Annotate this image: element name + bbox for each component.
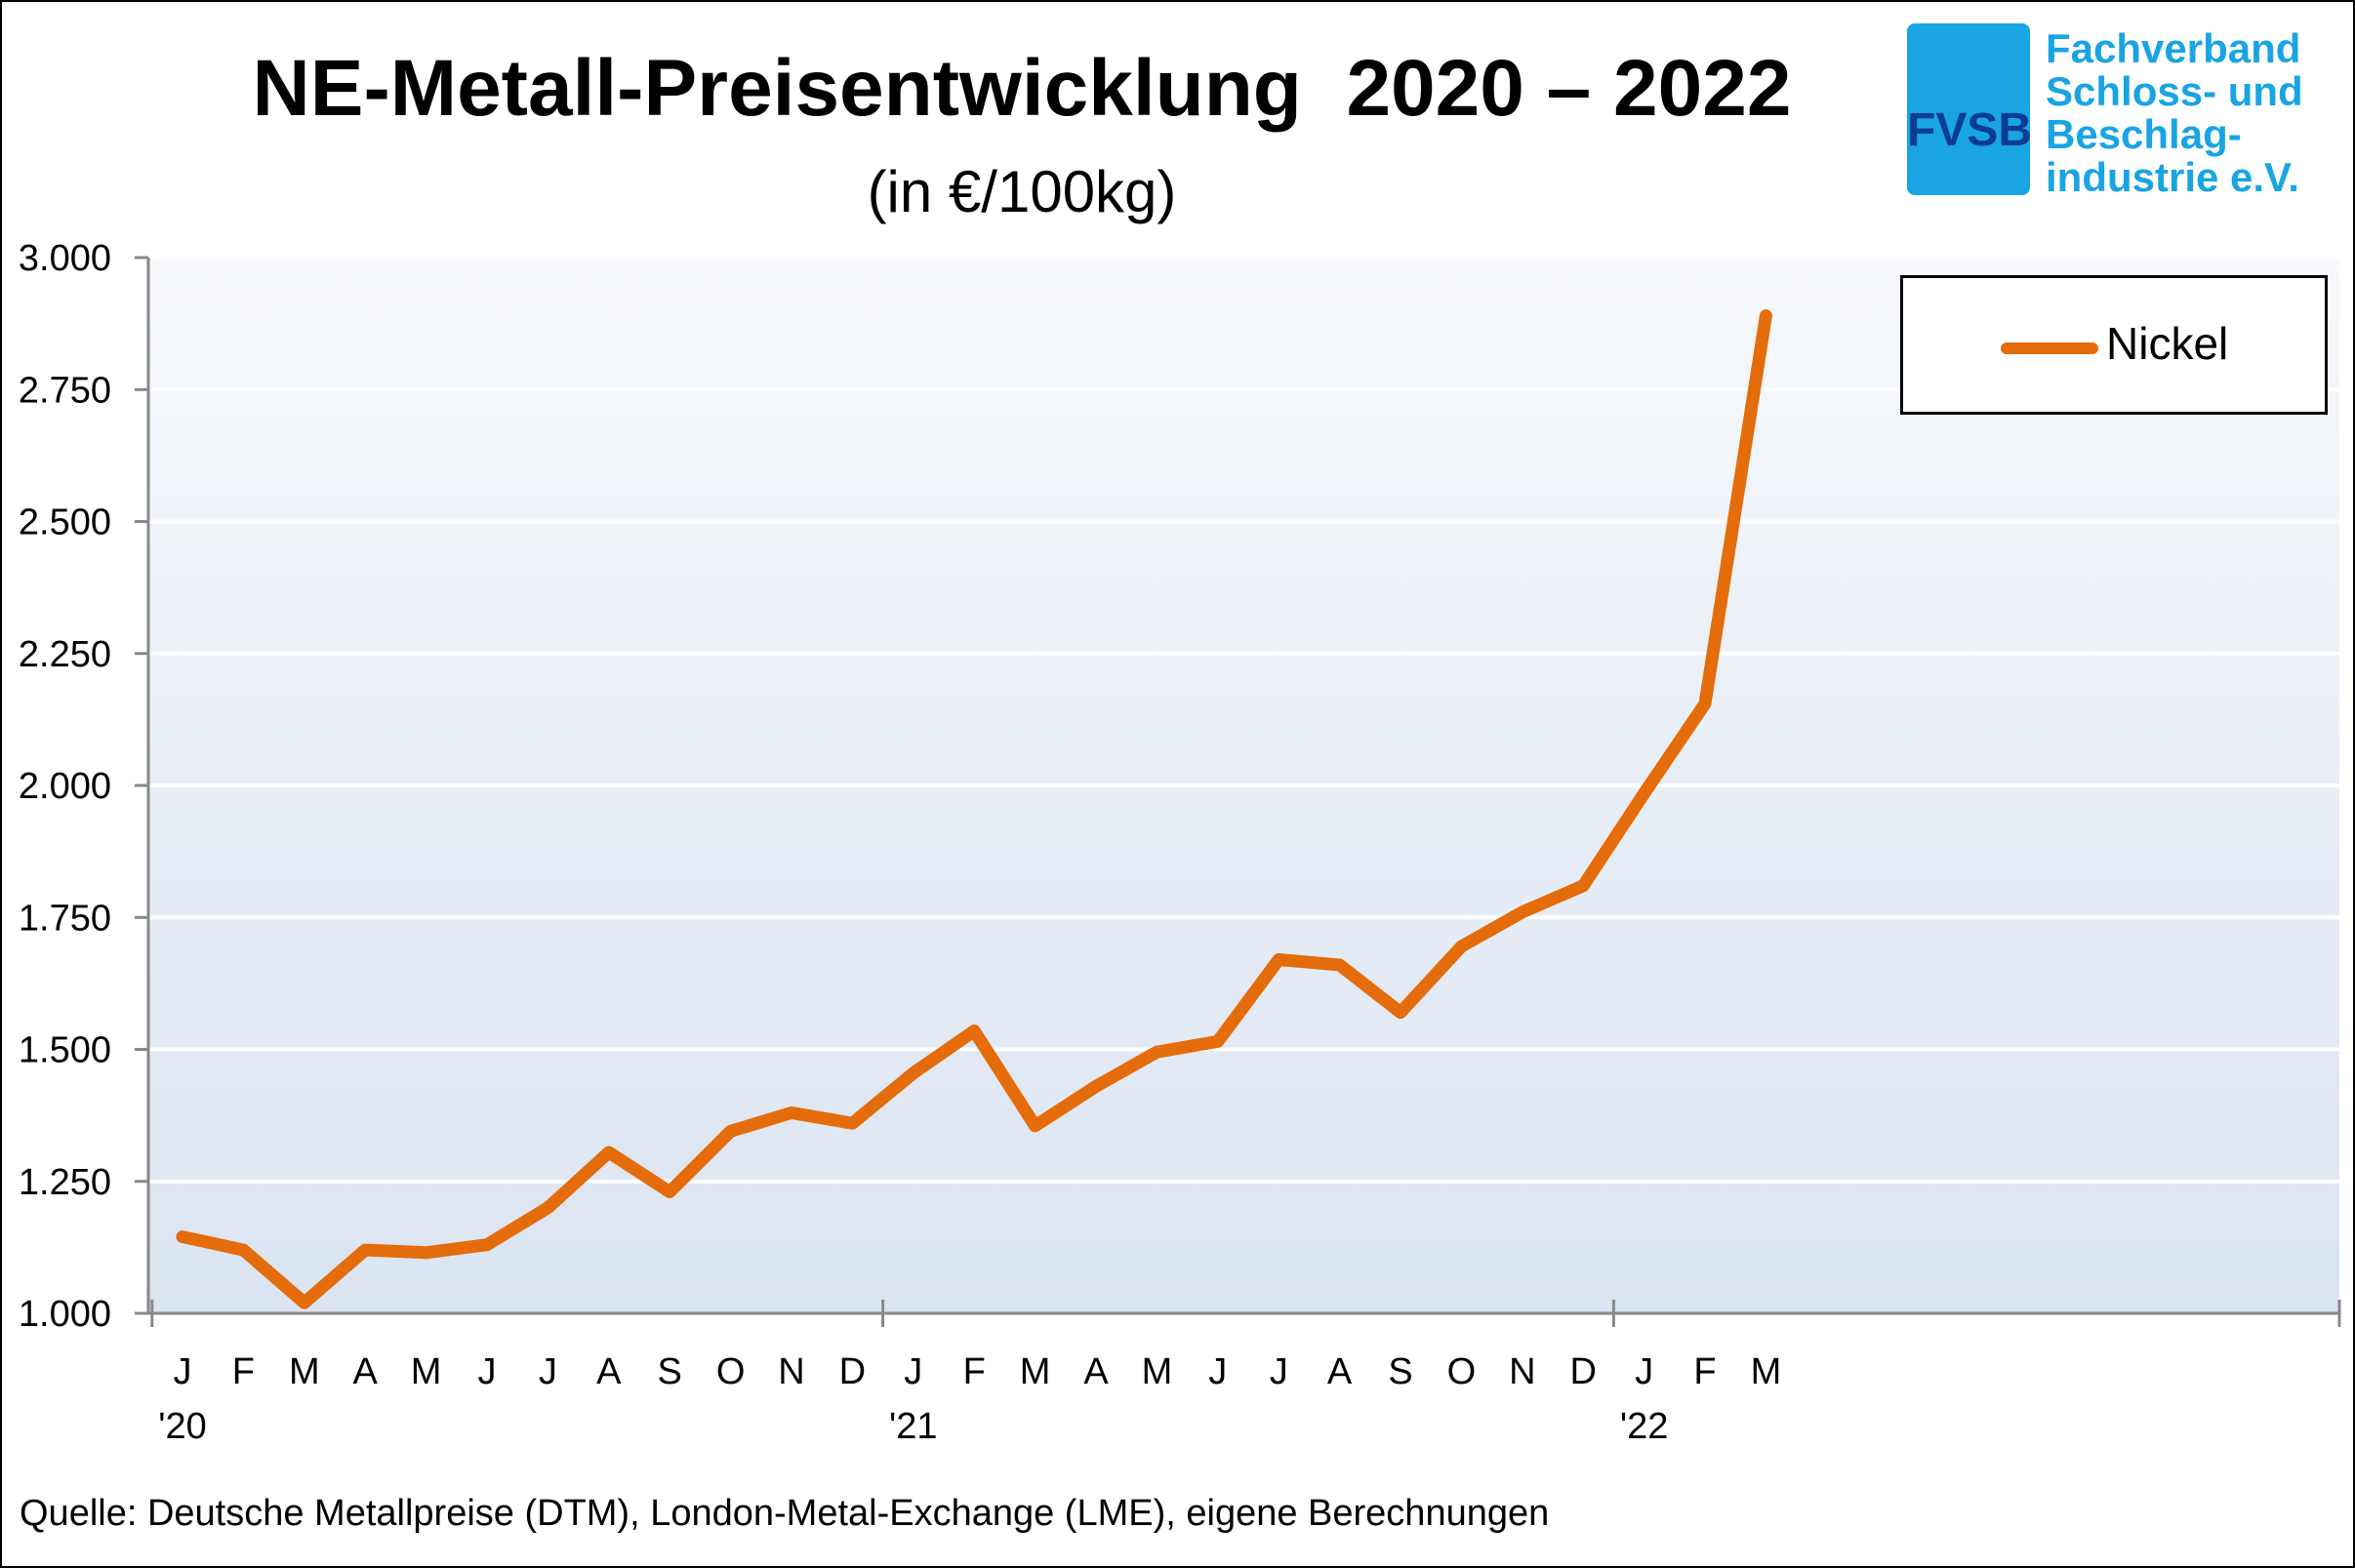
chart-subtitle: (in €/100kg) — [867, 159, 1177, 224]
x-tick-label: J — [1208, 1351, 1227, 1392]
x-tick-label: S — [1388, 1351, 1412, 1392]
fvsb-logo: FVSB Fachverband Schloss- und Beschlag- … — [1907, 23, 2336, 204]
data-point — [1400, 1012, 1401, 1014]
y-tick-label: 3.000 — [19, 238, 111, 279]
data-point — [1095, 1085, 1097, 1087]
data-point — [547, 1207, 548, 1209]
logo-text-line: Schloss- und — [2046, 68, 2303, 114]
data-point — [304, 1302, 305, 1304]
data-point — [242, 1249, 244, 1251]
data-point — [1522, 911, 1523, 913]
year-label: '21 — [889, 1406, 938, 1447]
data-point — [1582, 885, 1584, 887]
x-tick-label: D — [1569, 1351, 1596, 1392]
x-tick-label: M — [1020, 1351, 1051, 1392]
data-point — [1765, 315, 1766, 317]
y-tick-label: 2.250 — [19, 634, 111, 675]
data-point — [791, 1111, 792, 1113]
x-tick-label: J — [539, 1351, 557, 1392]
data-point — [730, 1130, 732, 1132]
x-tick-label: A — [1083, 1351, 1109, 1392]
data-point — [913, 1072, 914, 1074]
x-tick-label: D — [839, 1351, 866, 1392]
logo-box: FVSB — [1907, 23, 2033, 195]
x-tick-label: A — [596, 1351, 622, 1392]
logo-text-line: industrie e.V. — [2046, 154, 2299, 200]
x-tick-label: J — [174, 1351, 192, 1392]
y-tick-label: 1.000 — [19, 1294, 111, 1335]
source-note: Quelle: Deutsche Metallpreise (DTM), Lon… — [20, 1493, 1550, 1534]
x-tick-label: J — [478, 1351, 497, 1392]
logo-text-line: Beschlag- — [2046, 111, 2242, 157]
data-point — [486, 1244, 488, 1246]
x-tick-label: M — [411, 1351, 442, 1392]
x-tick-label: O — [1447, 1351, 1477, 1392]
data-point — [1035, 1125, 1036, 1127]
data-point — [1339, 964, 1341, 966]
series-line-nickel — [176, 309, 1772, 1309]
x-tick-label: N — [778, 1351, 804, 1392]
x-tick-label: S — [658, 1351, 682, 1392]
x-tick-label: M — [289, 1351, 320, 1392]
data-point — [669, 1191, 670, 1193]
data-point — [182, 1236, 183, 1238]
y-tick-label: 1.250 — [19, 1162, 111, 1203]
y-tick-label: 2.000 — [19, 766, 111, 807]
y-tick-label: 2.500 — [19, 503, 111, 543]
data-point — [1460, 945, 1462, 947]
year-label: '22 — [1620, 1406, 1669, 1447]
data-point — [1156, 1051, 1157, 1053]
data-point — [1704, 703, 1706, 704]
data-point — [1217, 1040, 1219, 1042]
x-tick-label: N — [1509, 1351, 1535, 1392]
data-point — [364, 1249, 366, 1251]
x-tick-label: M — [1751, 1351, 1782, 1392]
x-tick-label: J — [1270, 1351, 1288, 1392]
data-point — [1644, 792, 1645, 794]
legend: Nickel — [1900, 275, 2328, 415]
x-tick-label: A — [353, 1351, 379, 1392]
year-label: '20 — [158, 1406, 207, 1447]
x-tick-label: M — [1142, 1351, 1173, 1392]
x-tick-label: J — [904, 1351, 922, 1392]
y-tick-label: 2.750 — [19, 370, 111, 411]
y-tick-label: 1.500 — [19, 1030, 111, 1071]
x-tick-label: A — [1327, 1351, 1353, 1392]
logo-text-line: Fachverband — [2046, 25, 2301, 71]
data-point — [608, 1151, 610, 1153]
data-point — [426, 1252, 427, 1254]
legend-swatch-nickel — [2001, 342, 2098, 354]
x-tick-label: F — [1693, 1351, 1716, 1392]
x-tick-label: J — [1635, 1351, 1653, 1392]
data-point — [851, 1122, 853, 1124]
legend-label-nickel: Nickel — [2106, 318, 2229, 369]
data-point — [1278, 959, 1279, 961]
x-tick-label: O — [716, 1351, 746, 1392]
data-point — [973, 1030, 975, 1032]
chart-title: NE-Metall-Preisentwicklung 2020 – 2022 — [252, 44, 1792, 133]
x-tick-label: F — [963, 1351, 986, 1392]
y-tick-label: 1.750 — [19, 898, 111, 939]
logo-abbreviation: FVSB — [1907, 104, 2033, 156]
x-tick-label: F — [232, 1351, 255, 1392]
